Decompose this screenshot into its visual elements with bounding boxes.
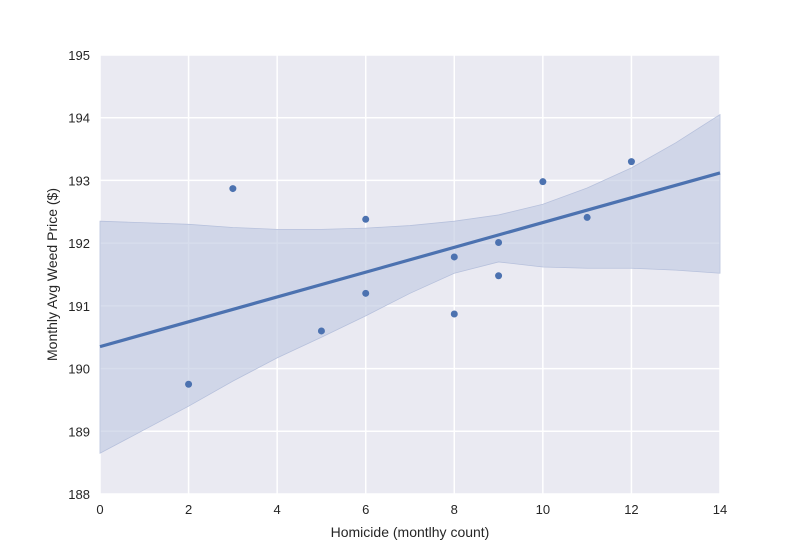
data-point (362, 215, 370, 223)
data-point (450, 253, 458, 261)
x-tick-label: 10 (536, 502, 550, 517)
data-point (185, 380, 193, 388)
data-point (229, 185, 237, 193)
y-tick-label: 189 (68, 424, 90, 439)
y-tick-label: 195 (68, 48, 90, 63)
x-tick-label: 12 (624, 502, 638, 517)
y-tick-labels: 188 189 190 191 192 193 194 195 (68, 48, 90, 502)
x-tick-label: 14 (713, 502, 727, 517)
y-tick-label: 192 (68, 236, 90, 251)
data-point (539, 178, 547, 186)
data-point (450, 310, 458, 318)
data-point (495, 272, 503, 280)
y-tick-label: 193 (68, 173, 90, 188)
y-tick-label: 190 (68, 362, 90, 377)
data-point (317, 327, 325, 335)
data-point (583, 213, 591, 221)
data-point (627, 158, 635, 166)
data-point (495, 239, 503, 247)
x-tick-label: 8 (451, 502, 458, 517)
y-tick-label: 188 (68, 487, 90, 502)
x-tick-label: 0 (96, 502, 103, 517)
y-tick-label: 194 (68, 111, 90, 126)
x-tick-labels: 0 2 4 6 8 10 12 14 (96, 502, 727, 517)
confidence-band (99, 113, 721, 454)
x-tick-label: 4 (274, 502, 281, 517)
y-axis-label: Monthly Avg Weed Price ($) (44, 188, 60, 361)
x-tick-label: 6 (362, 502, 369, 517)
data-point (362, 289, 370, 297)
y-tick-label: 191 (68, 299, 90, 314)
x-axis-label: Homicide (montlhy count) (331, 524, 490, 540)
data-points (185, 158, 635, 388)
x-tick-label: 2 (185, 502, 192, 517)
regression-line (99, 171, 721, 349)
